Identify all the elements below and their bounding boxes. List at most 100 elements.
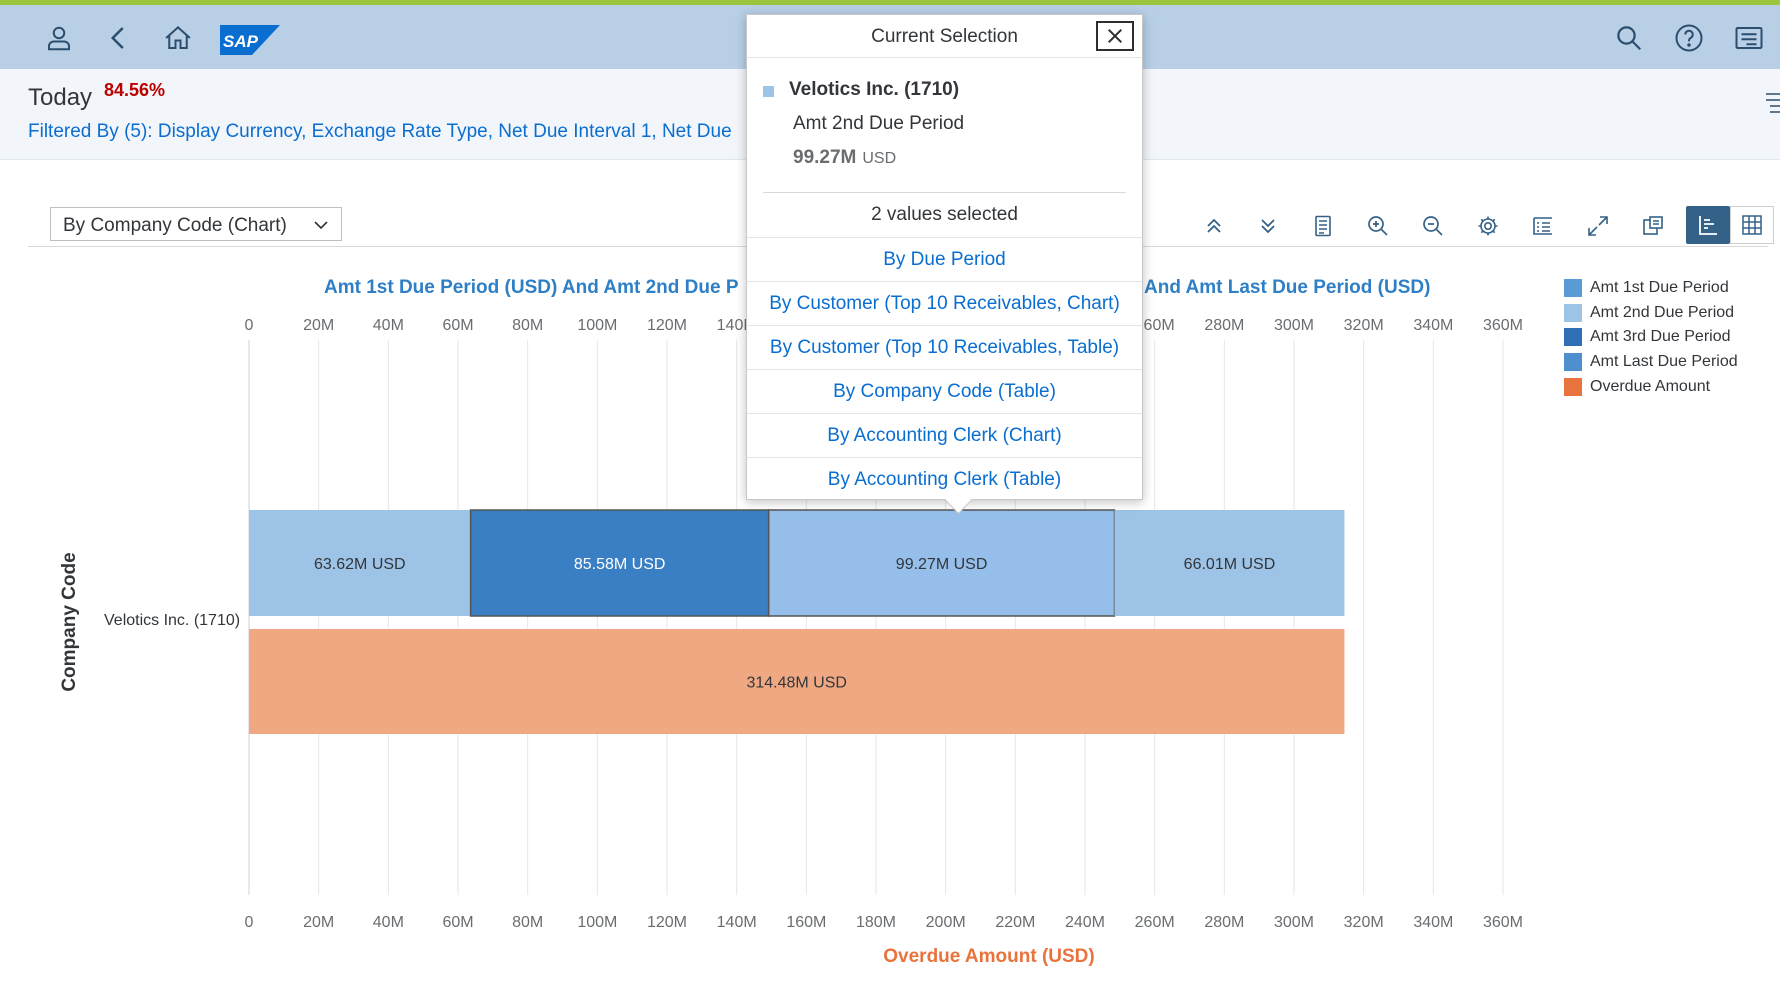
page-title: Today <box>28 84 93 111</box>
back-icon[interactable] <box>102 21 136 55</box>
legend-item[interactable]: Amt 1st Due Period <box>1564 278 1729 298</box>
filter-summary-link[interactable]: Filtered By (5): Display Currency, Excha… <box>28 121 732 142</box>
close-button[interactable] <box>1096 21 1134 51</box>
x-tick-label-top: 60M <box>442 317 473 334</box>
selection-measure: Amt 2nd Due Period <box>793 113 965 134</box>
x-tick-label-top: 80M <box>512 317 543 334</box>
x-tick-label-top: 0 <box>245 317 254 334</box>
x-tick-label-bottom: 60M <box>442 914 473 931</box>
x-tick-label-bottom: 280M <box>1204 914 1244 931</box>
x-tick-label-bottom: 180M <box>856 914 896 931</box>
zoom-out-icon[interactable] <box>1417 210 1449 242</box>
x-tick-label-bottom: 340M <box>1413 914 1453 931</box>
nav-by-customer-chart[interactable]: By Customer (Top 10 Receivables, Chart) <box>747 281 1142 325</box>
chart-view-icon[interactable] <box>1686 206 1730 244</box>
legend-label: Amt 3rd Due Period <box>1590 328 1731 345</box>
table-view-icon[interactable] <box>1730 206 1774 244</box>
chart-title-left: Amt 1st Due Period (USD) And Amt 2nd Due… <box>324 277 739 298</box>
selection-swatch <box>763 86 774 97</box>
legend-item[interactable]: Overdue Amount <box>1564 377 1710 397</box>
nav-by-due-period[interactable]: By Due Period <box>747 237 1142 281</box>
navigation-list: By Due Period By Customer (Top 10 Receiv… <box>747 237 1142 501</box>
bar-segment[interactable] <box>767 509 1116 617</box>
overdue-bar[interactable] <box>249 629 1345 734</box>
x-tick-label-bottom: 20M <box>303 914 334 931</box>
settings-icon[interactable] <box>1472 210 1504 242</box>
legend-label: Amt Last Due Period <box>1590 353 1738 370</box>
x-tick-label-bottom: 0 <box>245 914 254 931</box>
selection-value: 99.27M <box>793 147 857 168</box>
x-tick-label-bottom: 320M <box>1344 914 1384 931</box>
legend-icon[interactable] <box>1527 210 1559 242</box>
notifications-icon[interactable] <box>1732 21 1766 55</box>
selection-count: 2 values selected <box>871 204 1018 225</box>
legend-label: Amt 2nd Due Period <box>1590 304 1735 321</box>
x-tick-label-top: 20M <box>303 317 334 334</box>
selection-company: Velotics Inc. (1710) <box>789 79 960 100</box>
x-tick-label-bottom: 260M <box>1135 914 1175 931</box>
chevron-down-icon <box>314 221 328 230</box>
bar-segment[interactable] <box>1114 510 1345 616</box>
header-menu-icon[interactable] <box>1760 92 1780 114</box>
home-icon[interactable] <box>161 21 195 55</box>
x-tick-label-top: 120M <box>647 317 687 334</box>
bar-value-label: 66.01M USD <box>1184 556 1276 573</box>
collapse-all-icon[interactable] <box>1252 210 1284 242</box>
nav-by-accounting-clerk-chart[interactable]: By Accounting Clerk (Chart) <box>747 413 1142 457</box>
legend-label: Overdue Amount <box>1590 378 1711 395</box>
legend-item[interactable]: Amt 2nd Due Period <box>1564 303 1734 323</box>
nav-by-customer-table[interactable]: By Customer (Top 10 Receivables, Table) <box>747 325 1142 369</box>
current-selection-popover: Current Selection Velotics Inc. (1710) A… <box>746 14 1143 500</box>
bar-value-label: 63.62M USD <box>314 556 406 573</box>
nav-by-company-code-table[interactable]: By Company Code (Table) <box>747 369 1142 413</box>
help-icon[interactable] <box>1672 21 1706 55</box>
bar-segment[interactable] <box>249 510 471 616</box>
legend-label: Amt 1st Due Period <box>1590 279 1729 296</box>
x-tick-label-bottom: 360M <box>1483 914 1523 931</box>
chart-title-right: And Amt Last Due Period (USD) <box>1144 277 1431 298</box>
x-tick-label-top: 280M <box>1204 317 1244 334</box>
x-tick-label-bottom: 120M <box>647 914 687 931</box>
fullscreen-icon[interactable] <box>1582 210 1614 242</box>
x-tick-label-bottom: 160M <box>786 914 826 931</box>
legend-item[interactable]: Amt 3rd Due Period <box>1564 327 1731 347</box>
x-tick-label-top: 300M <box>1274 317 1314 334</box>
category-label: Velotics Inc. (1710) <box>104 612 241 629</box>
x-tick-label-bottom: 200M <box>926 914 966 931</box>
legend-item[interactable]: Amt Last Due Period <box>1564 352 1738 372</box>
legend-swatch <box>1564 328 1582 346</box>
user-icon[interactable] <box>42 21 76 55</box>
x-tick-label-top: 340M <box>1413 317 1453 334</box>
view-select-value: By Company Code (Chart) <box>63 215 287 236</box>
close-icon <box>1107 28 1123 44</box>
bar-value-label: 85.58M USD <box>574 556 666 573</box>
x-tick-label-top: 360M <box>1483 317 1523 334</box>
export-icon[interactable] <box>1637 210 1669 242</box>
x-tick-label-bottom: 40M <box>373 914 404 931</box>
expand-all-icon[interactable] <box>1198 210 1230 242</box>
legend-swatch <box>1564 304 1582 322</box>
selection-unit: USD <box>862 150 897 167</box>
legend-swatch <box>1564 353 1582 371</box>
top-accent-line <box>0 0 1780 5</box>
x-tick-label-bottom: 80M <box>512 914 543 931</box>
kpi-percentage: 84.56% <box>104 80 166 100</box>
zoom-in-icon[interactable] <box>1362 210 1394 242</box>
x-axis-title-wrap: Overdue Amount (USD) <box>0 946 1780 968</box>
view-select[interactable]: By Company Code (Chart) <box>50 207 342 241</box>
x-tick-label-top: 320M <box>1344 317 1384 334</box>
search-icon[interactable] <box>1612 21 1646 55</box>
selection-value-row: 99.27M USD <box>793 147 896 169</box>
x-tick-label-bottom: 100M <box>577 914 617 931</box>
details-icon[interactable] <box>1307 210 1339 242</box>
nav-by-accounting-clerk-table[interactable]: By Accounting Clerk (Table) <box>747 457 1142 501</box>
bar-value-label: 99.27M USD <box>896 556 988 573</box>
popover-header: Current Selection <box>747 15 1142 58</box>
x-tick-label-bottom: 300M <box>1274 914 1314 931</box>
bar-segment[interactable] <box>469 509 770 617</box>
sap-logo[interactable]: SAP <box>220 25 280 55</box>
legend-swatch <box>1564 378 1582 396</box>
x-tick-label-bottom: 240M <box>1065 914 1105 931</box>
popover-divider <box>763 192 1126 193</box>
x-tick-label-bottom: 220M <box>995 914 1035 931</box>
